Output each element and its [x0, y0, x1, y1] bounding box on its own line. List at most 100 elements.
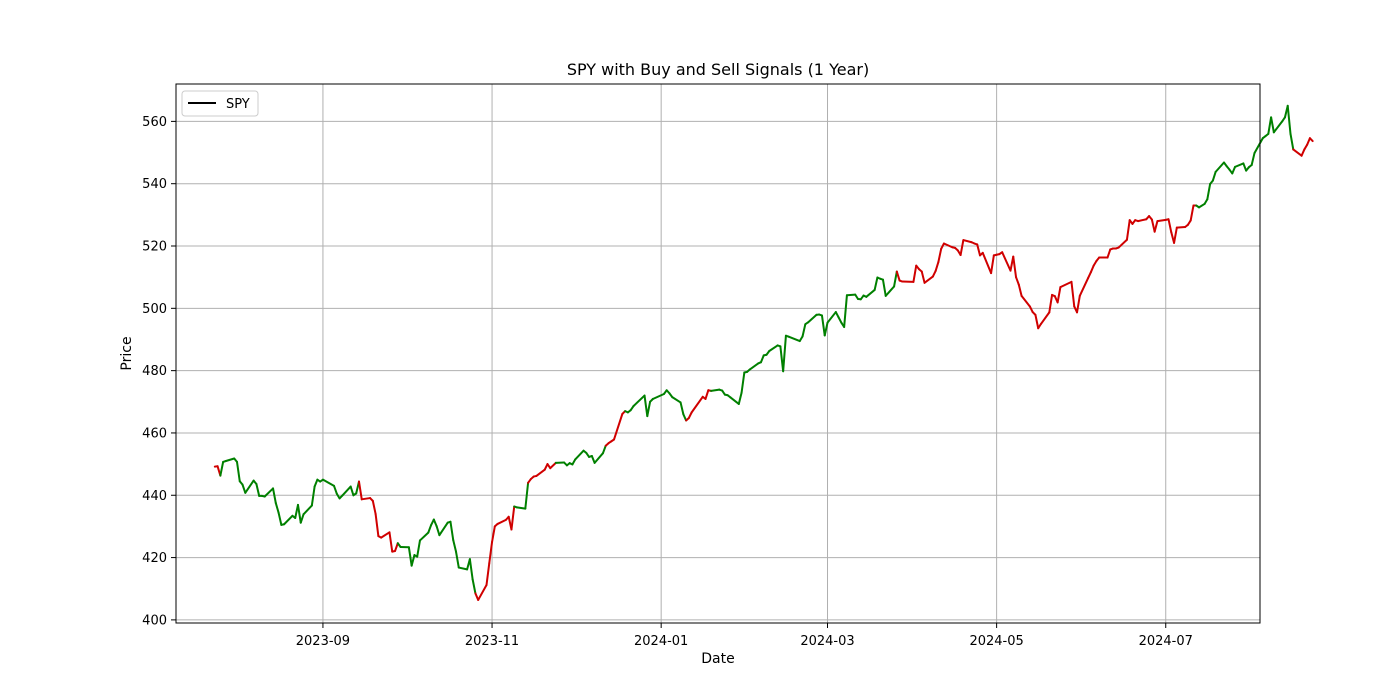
price-segment-buy: [768, 344, 779, 353]
price-segment-sell: [1306, 137, 1311, 146]
price-segment-buy: [1231, 165, 1237, 175]
price-segment-buy: [283, 514, 294, 526]
price-segment-buy: [224, 457, 236, 462]
price-segment-sell: [981, 251, 993, 275]
price-segment-sell: [1300, 148, 1306, 157]
price-segment-sell: [477, 583, 488, 601]
price-segment-buy: [299, 513, 305, 524]
price-segment-sell: [360, 497, 372, 501]
price-segment-buy: [241, 483, 247, 494]
price-segment-sell: [394, 542, 399, 553]
x-tick-label: 2024-03: [800, 634, 854, 649]
price-segment-buy: [748, 362, 760, 371]
price-segment-sell: [1070, 280, 1076, 308]
price-segment-buy: [263, 487, 275, 498]
x-axis-label: Date: [701, 651, 734, 667]
price-segment-sell: [1175, 226, 1187, 229]
price-segment-buy: [651, 393, 665, 400]
price-segment-buy: [349, 485, 355, 497]
price-segment-buy: [1286, 104, 1292, 135]
price-segment-buy: [737, 391, 743, 405]
price-segment-sell: [895, 270, 901, 282]
price-segment-sell: [1167, 218, 1173, 234]
price-segment-sell: [1087, 271, 1092, 280]
price-segment-buy: [302, 504, 313, 516]
price-segment-sell: [687, 411, 693, 419]
price-segment-sell: [613, 412, 624, 441]
price-segment-sell: [1017, 283, 1023, 297]
price-segment-sell: [942, 242, 954, 249]
price-segment-sell: [510, 505, 516, 531]
price-segment-sell: [1137, 218, 1148, 223]
price-segment-buy: [410, 554, 416, 567]
price-segment-sell: [535, 468, 546, 477]
price-segment-buy: [1272, 120, 1284, 134]
price-segment-sell: [1173, 226, 1178, 244]
price-segment-buy: [438, 521, 449, 537]
price-segment-buy: [1198, 202, 1206, 209]
price-segment-sell: [959, 239, 965, 257]
price-segment-sell: [1292, 148, 1303, 157]
price-segment-sell: [1308, 137, 1314, 143]
price-segment-buy: [826, 311, 837, 324]
price-segment-buy: [468, 558, 474, 581]
price-segment-buy: [679, 401, 685, 416]
price-segment-buy: [524, 481, 530, 510]
plot-area-frame: [175, 83, 1261, 624]
price-segment-sell: [1020, 294, 1031, 308]
price-segment-sell: [976, 243, 981, 257]
price-segment-sell: [990, 254, 995, 275]
price-segment-sell: [704, 389, 710, 400]
price-segment-buy: [1253, 137, 1264, 155]
x-tick-label: 2023-11: [465, 634, 519, 649]
price-segment-sell: [920, 270, 926, 284]
price-segment-buy: [452, 539, 458, 553]
x-tick-label: 2024-07: [1139, 634, 1193, 649]
y-tick-label: 480: [142, 364, 167, 379]
price-segment-buy: [321, 478, 336, 487]
price-segment-buy: [740, 371, 746, 394]
price-segment-buy: [432, 518, 438, 528]
price-segment-buy: [274, 502, 280, 514]
price-segment-buy: [418, 531, 430, 542]
price-segment-sell: [374, 512, 380, 538]
price-segment-buy: [310, 485, 316, 507]
price-segment-buy: [807, 313, 818, 324]
price-segment-buy: [884, 285, 896, 297]
y-tick-label: 520: [142, 240, 167, 255]
price-segment-sell: [1078, 277, 1090, 297]
price-segment-buy: [787, 335, 801, 343]
price-segment-sell: [1028, 305, 1034, 314]
price-segment-buy: [435, 525, 441, 537]
price-segment-buy: [313, 478, 319, 488]
price-segment-buy: [820, 314, 826, 337]
price-segment-buy: [682, 413, 688, 422]
price-segment-sell: [912, 264, 918, 283]
price-segment-sell: [1056, 286, 1062, 304]
price-segment-buy: [593, 452, 604, 464]
price-segment-buy: [235, 460, 241, 483]
price-segment-sell: [1039, 311, 1051, 325]
price-segment-buy: [590, 455, 596, 464]
price-segment-buy: [1242, 162, 1248, 172]
price-segment-sell: [491, 525, 496, 543]
price-segment-sell: [380, 531, 391, 539]
price-segment-sell: [371, 499, 377, 515]
chart-title: SPY with Buy and Sell Signals (1 Year): [567, 60, 869, 79]
price-segment-sell: [485, 562, 491, 586]
price-segment-sell: [923, 275, 934, 284]
price-segment-buy: [244, 479, 255, 494]
price-segment-sell: [1059, 280, 1073, 289]
price-segment-buy: [873, 276, 879, 291]
x-tick-label: 2023-09: [296, 634, 350, 649]
price-segment-sell: [1012, 255, 1018, 279]
price-segment-buy: [865, 288, 876, 298]
y-tick-label: 500: [142, 302, 167, 317]
grid-lines: [176, 84, 1260, 623]
price-segment-sell: [1076, 294, 1081, 314]
price-segment-buy: [427, 524, 433, 534]
price-segment-buy: [341, 485, 352, 497]
price-segment-buy: [843, 294, 848, 329]
